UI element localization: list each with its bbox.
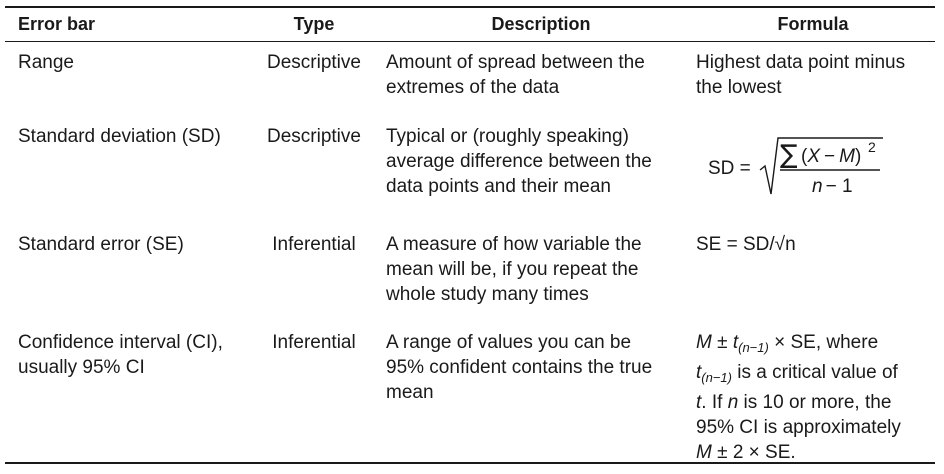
cell-line: extremes of the data xyxy=(386,77,560,98)
sqrt-radical-icon xyxy=(759,137,883,195)
row-se-type: Inferential xyxy=(272,234,356,255)
cell-line: SE = SD/√n xyxy=(696,234,796,255)
cell-line: average difference between the xyxy=(386,151,652,172)
row-sd-type: Descriptive xyxy=(267,126,361,147)
cell-line: Highest data point minus xyxy=(696,52,906,73)
row-se-error-bar: Standard error (SE) xyxy=(18,232,256,257)
cell-line: A range of values you can be xyxy=(386,332,632,353)
cell-line: the lowest xyxy=(696,77,782,98)
cell-line: data points and their mean xyxy=(386,176,611,197)
sd-formula: SD = ∑ (X − M) 2 n − 1 xyxy=(708,132,908,202)
row-se-description: A measure of how variable the mean will … xyxy=(386,232,686,307)
sd-formula-graphic: SD = ∑ (X − M) 2 n − 1 xyxy=(708,137,883,197)
row-sd-description: Typical or (roughly speaking) average di… xyxy=(386,124,686,199)
ci-line-1: M ± t(n−1) × SE, where xyxy=(696,332,879,355)
cell-line: A measure of how variable the xyxy=(386,234,642,255)
cell-line: Amount of spread between the xyxy=(386,52,645,73)
top-rule xyxy=(5,6,935,8)
row-ci-error-bar: Confidence interval (CI), usually 95% CI xyxy=(18,330,256,380)
sd-sum: ∑ xyxy=(780,140,798,170)
row-range-type: Descriptive xyxy=(267,52,361,73)
cell-line: Typical or (roughly speaking) xyxy=(386,126,629,147)
cell-line: Standard deviation (SD) xyxy=(18,126,221,147)
sd-exponent: 2 xyxy=(868,139,876,155)
ci-line-5: M ± 2 × SE. xyxy=(696,442,796,463)
row-range-formula: Highest data point minus the lowest xyxy=(696,50,936,100)
cell-line: whole study many times xyxy=(386,284,589,305)
header-formula: Formula xyxy=(777,14,849,34)
sd-denominator: n − 1 xyxy=(812,176,853,197)
bottom-rule xyxy=(5,462,935,464)
cell-line: mean xyxy=(386,382,434,403)
header-type: Type xyxy=(293,14,335,34)
header-rule xyxy=(5,41,935,42)
row-range-description: Amount of spread between the extremes of… xyxy=(386,50,686,100)
cell-line: Range xyxy=(18,52,74,73)
ci-line-4: 95% CI is approximately xyxy=(696,417,901,438)
row-ci-description: A range of values you can be 95% confide… xyxy=(386,330,686,405)
row-range-error-bar: Range xyxy=(18,50,256,75)
cell-line: mean will be, if you repeat the xyxy=(386,259,639,280)
cell-line: Confidence interval (CI), xyxy=(18,332,223,353)
sd-numerator: (X − M) xyxy=(801,146,861,167)
row-ci-type: Inferential xyxy=(272,332,356,353)
cell-line: 95% confident contains the true xyxy=(386,357,653,378)
cell-line: usually 95% CI xyxy=(18,357,145,378)
header-description: Description xyxy=(491,14,591,34)
ci-line-3: t. If n is 10 or more, the xyxy=(696,392,892,413)
cell-line: Standard error (SE) xyxy=(18,234,184,255)
header-error-bar: Error bar xyxy=(18,14,96,34)
row-sd-error-bar: Standard deviation (SD) xyxy=(18,124,256,149)
sd-lhs: SD = xyxy=(708,158,751,179)
row-se-formula: SE = SD/√n xyxy=(696,232,936,257)
row-ci-formula: M ± t(n−1) × SE, where t(n−1) is a criti… xyxy=(696,330,936,465)
ci-line-2: t(n−1) is a critical value of xyxy=(696,362,898,385)
